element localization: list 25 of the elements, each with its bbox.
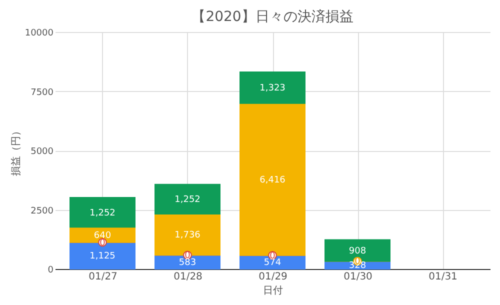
data-label: 1,323 bbox=[260, 84, 286, 94]
x-tick-label: 01/28 bbox=[174, 272, 202, 282]
chart-title: 【2020】日々の決済損益 bbox=[192, 9, 354, 25]
x-tick-label: 01/30 bbox=[344, 272, 372, 282]
data-label: 6,416 bbox=[260, 175, 286, 186]
data-label: 0 bbox=[100, 238, 106, 248]
bar bbox=[240, 71, 306, 104]
bar bbox=[154, 214, 220, 256]
data-label: 908 bbox=[348, 246, 366, 256]
data-label: 1,252 bbox=[90, 208, 116, 218]
data-label: 1,252 bbox=[174, 195, 200, 206]
y-tick-label: 0 bbox=[48, 266, 54, 276]
x-tick-label: 01/31 bbox=[428, 272, 458, 282]
y-axis-title: 損益（円） bbox=[10, 126, 22, 176]
y-tick-label: 7500 bbox=[30, 88, 54, 98]
x-axis-title: 日付 bbox=[263, 286, 283, 296]
y-tick-label: 10000 bbox=[24, 28, 54, 38]
data-label: 1,736 bbox=[174, 230, 201, 241]
y-tick-label: 5000 bbox=[30, 147, 54, 157]
x-tick-label: 01/29 bbox=[258, 272, 288, 282]
bar bbox=[154, 184, 220, 215]
bar bbox=[70, 196, 136, 228]
data-label: 1,125 bbox=[90, 252, 116, 262]
x-tick-label: 01/27 bbox=[88, 272, 118, 282]
y-tick-label: 2500 bbox=[30, 206, 54, 216]
